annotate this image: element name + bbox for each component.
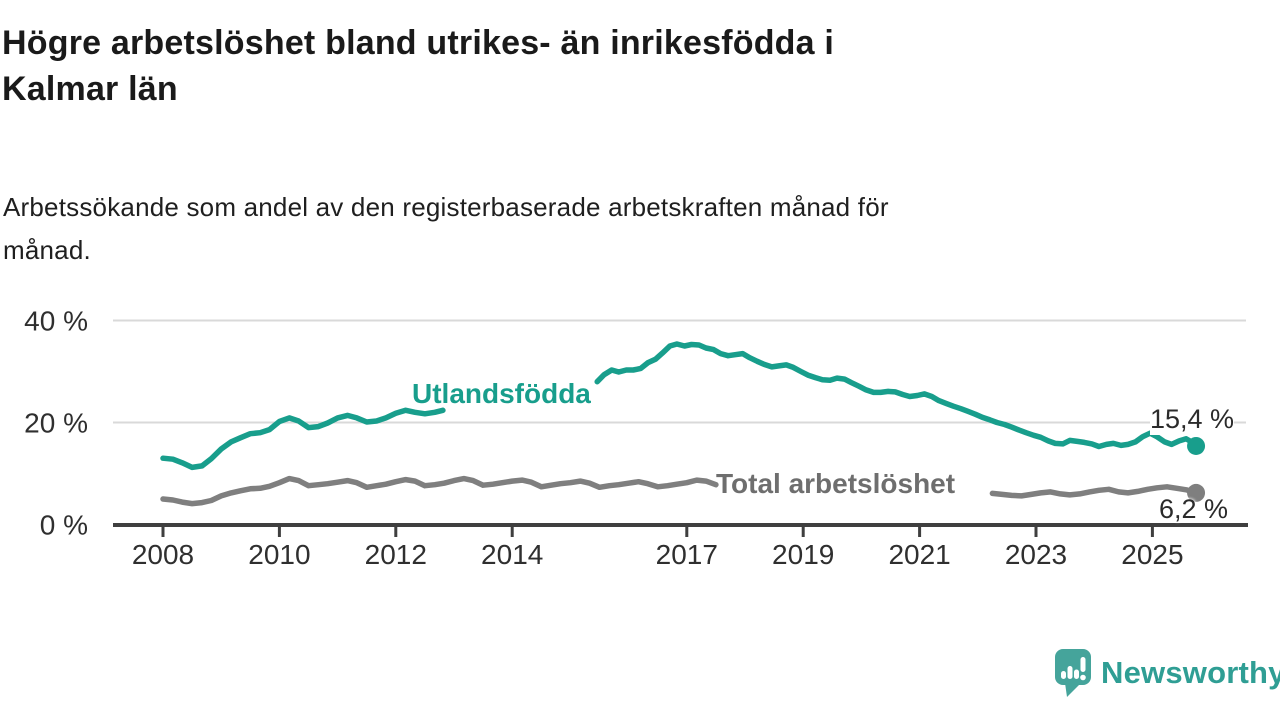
x-axis-tick-label: 2023 <box>1005 539 1067 570</box>
y-axis-tick-label: 20 % <box>24 408 88 439</box>
page-title: Högre arbetslöshet bland utrikes- än inr… <box>2 24 835 108</box>
end-value-label-utlandsfodda: 15,4 % <box>1150 404 1235 435</box>
y-axis-tick-label: 0 % <box>40 510 88 541</box>
x-axis-tick-label: 2019 <box>772 539 834 570</box>
x-axis-tick-label: 2014 <box>481 539 543 570</box>
series-label-utlandsfodda: Utlandsfödda <box>412 378 591 409</box>
series-end-dot <box>1187 483 1206 502</box>
y-axis-tick-label: 40 % <box>24 306 88 337</box>
x-axis-tick-label: 2021 <box>888 539 950 570</box>
chart-subtitle: Arbetssökande som andel av den registerb… <box>3 192 889 265</box>
series-end-dot <box>1187 436 1206 455</box>
x-axis-tick-label: 2025 <box>1121 539 1183 570</box>
series-line <box>594 341 1199 450</box>
series-line <box>160 407 446 471</box>
x-axis-tick-label: 2017 <box>656 539 718 570</box>
end-value-label-total: 6,2 % <box>1158 494 1228 524</box>
newsworthy-logo-text: Newsworthy <box>1101 655 1280 690</box>
newsworthy-logo-icon <box>1055 649 1091 697</box>
series-line <box>160 475 719 507</box>
newsworthy-logo: Newsworthy <box>1054 648 1280 698</box>
x-axis-tick-label: 2008 <box>132 539 194 570</box>
series-label-total-arbetsloshet: Total arbetslöshet <box>716 468 956 499</box>
x-axis-tick-label: 2010 <box>248 539 310 570</box>
series-line <box>989 484 1199 499</box>
x-axis-tick-label: 2012 <box>365 539 427 570</box>
